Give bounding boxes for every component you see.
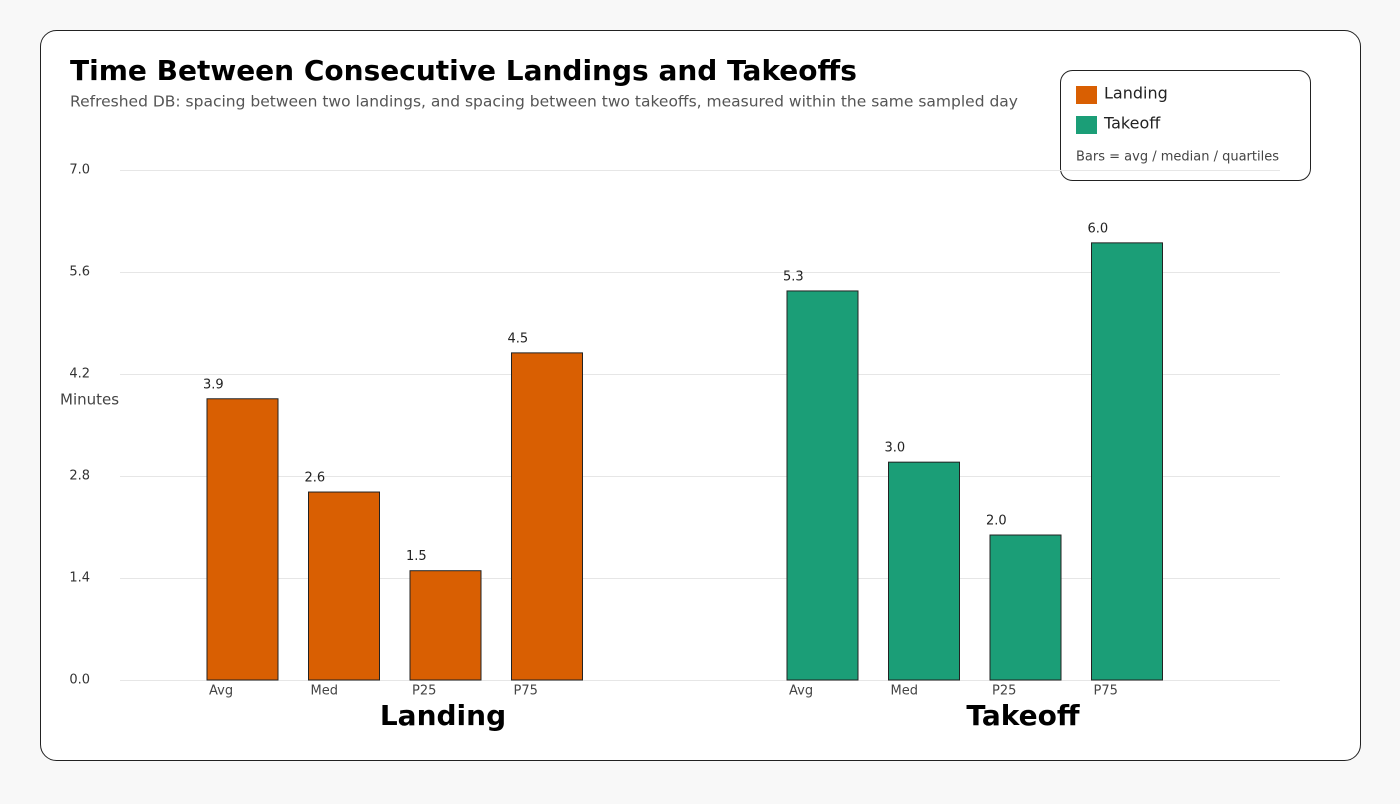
y-tick-label: 4.2 bbox=[69, 367, 90, 382]
x-tick-label: Med bbox=[311, 684, 338, 699]
y-tick-label: 0.0 bbox=[69, 673, 90, 688]
value-label: 3.0 bbox=[885, 441, 906, 456]
x-tick-label: P25 bbox=[992, 684, 1016, 699]
chart-title: Time Between Consecutive Landings and Ta… bbox=[70, 54, 857, 87]
value-label: 1.5 bbox=[406, 549, 427, 564]
bar bbox=[786, 290, 859, 681]
x-tick-label: P75 bbox=[1094, 684, 1118, 699]
value-label: 4.5 bbox=[508, 331, 529, 346]
bar bbox=[409, 570, 482, 681]
legend-label: Landing bbox=[1104, 84, 1168, 103]
y-tick-label: 5.6 bbox=[69, 265, 90, 280]
legend-box bbox=[1060, 70, 1311, 181]
x-tick-label: P25 bbox=[412, 684, 436, 699]
bar bbox=[1091, 242, 1163, 681]
value-label: 3.9 bbox=[203, 377, 224, 392]
bar bbox=[511, 352, 583, 681]
y-tick-label: 2.8 bbox=[69, 469, 90, 484]
chart-subtitle: Refreshed DB: spacing between two landin… bbox=[70, 93, 1018, 111]
value-label: 2.6 bbox=[305, 471, 326, 486]
value-label: 2.0 bbox=[986, 514, 1007, 529]
value-label: 6.0 bbox=[1088, 221, 1109, 236]
y-tick-label: 7.0 bbox=[69, 163, 90, 178]
y-tick-label: 1.4 bbox=[69, 571, 90, 586]
value-label: 5.3 bbox=[783, 269, 804, 284]
group-label: Landing bbox=[380, 699, 506, 732]
x-tick-label: Avg bbox=[209, 684, 233, 699]
y-axis-label: Minutes bbox=[60, 391, 119, 409]
x-tick-label: Avg bbox=[789, 684, 813, 699]
bar bbox=[989, 534, 1062, 681]
legend-swatch bbox=[1076, 116, 1097, 134]
x-tick-label: P75 bbox=[514, 684, 538, 699]
legend-swatch bbox=[1076, 86, 1097, 104]
x-tick-label: Med bbox=[891, 684, 918, 699]
bar bbox=[308, 491, 380, 681]
bar bbox=[206, 398, 279, 681]
group-label: Takeoff bbox=[966, 699, 1079, 732]
legend-label: Takeoff bbox=[1103, 114, 1161, 133]
bar bbox=[888, 461, 960, 681]
legend-note: Bars = avg / median / quartiles bbox=[1076, 150, 1279, 165]
